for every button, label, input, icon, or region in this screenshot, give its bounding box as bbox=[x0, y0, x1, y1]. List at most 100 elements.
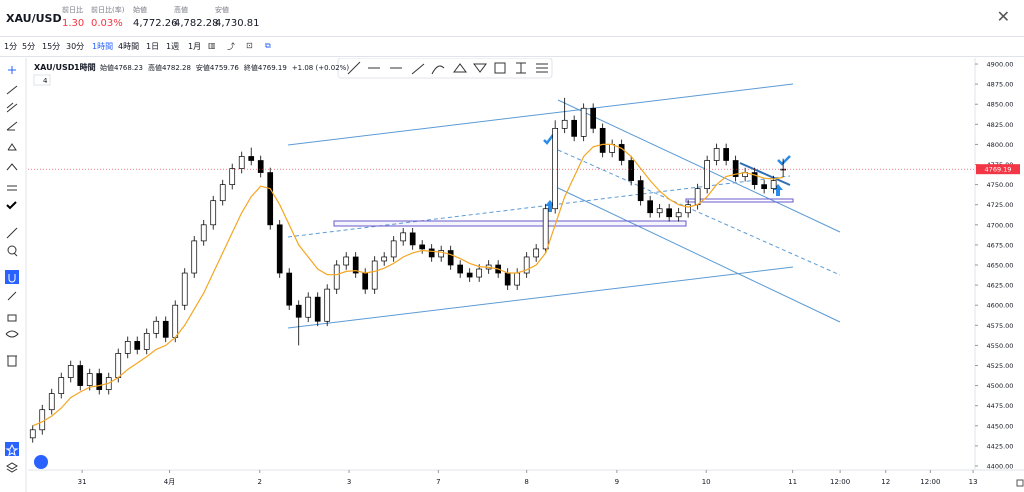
candle-body bbox=[390, 240, 397, 258]
candle-body bbox=[552, 127, 559, 210]
candle-body bbox=[419, 244, 426, 250]
candle-body bbox=[29, 429, 36, 439]
candle-body bbox=[124, 341, 131, 354]
x-tick-label: 13 bbox=[969, 478, 978, 486]
candle-body bbox=[723, 148, 729, 161]
candle-body bbox=[704, 160, 710, 189]
candle-body bbox=[533, 248, 540, 258]
last-price-tag bbox=[976, 164, 1020, 175]
drawing-tools[interactable] bbox=[347, 61, 548, 75]
y-tick-label: 4650.00 bbox=[987, 262, 1014, 270]
stat-label: 前日比(率) bbox=[91, 6, 125, 14]
timeframe[interactable]: 5分 bbox=[22, 42, 36, 51]
x-tick-label: 9 bbox=[615, 478, 619, 486]
stat: 高値 4,782.28 bbox=[174, 5, 219, 29]
chart-tool: ▥ bbox=[208, 41, 216, 50]
candle-body bbox=[229, 168, 236, 185]
legend-item: 終値4769.19 bbox=[244, 63, 287, 72]
chart-tool: ⊡ bbox=[246, 41, 253, 50]
candle-body bbox=[134, 341, 141, 350]
last-price-label: 4769.19 bbox=[985, 166, 1012, 174]
candle-body bbox=[314, 296, 321, 322]
trendlines[interactable] bbox=[287, 83, 841, 329]
candle-body bbox=[362, 272, 369, 290]
chart: XAU/USD 1時間 4 始値4768.23 高値4782.28 安値4759.7… bbox=[0, 58, 1024, 492]
timeframe[interactable]: 1時間 bbox=[92, 42, 114, 51]
header: XAU/USD 前日比 1.30 前日比(率) 0.03% 始値 4,772.26 高値 4,… bbox=[0, 0, 1024, 37]
candle-body bbox=[571, 119, 578, 137]
candle-body bbox=[685, 204, 691, 214]
candle-body bbox=[248, 156, 255, 161]
stat-value: 1.30 bbox=[62, 18, 85, 29]
stat-value: 4,730.81 bbox=[215, 18, 260, 29]
y-tick-label: 4525.00 bbox=[987, 362, 1014, 370]
candle-body bbox=[67, 365, 74, 378]
timeframe[interactable]: 15分 bbox=[42, 42, 61, 51]
stat: 安値 4,730.81 bbox=[215, 5, 260, 29]
candle-body bbox=[561, 119, 568, 129]
x-tick-label: 8 bbox=[524, 478, 528, 486]
candle-body bbox=[238, 156, 245, 169]
legend-item: +1.08 (+0.02%) bbox=[292, 64, 350, 72]
stat-label: 始値 bbox=[133, 6, 147, 14]
candle-body bbox=[438, 250, 445, 258]
timeframe[interactable]: 1分 bbox=[4, 42, 18, 51]
candle-body bbox=[58, 377, 65, 394]
x-tick-label: 12:00 bbox=[920, 478, 940, 486]
timeframe[interactable]: 1月 bbox=[188, 42, 202, 51]
candle-body bbox=[286, 272, 293, 306]
candle-body bbox=[542, 208, 549, 250]
timeframe[interactable]: 4時間 bbox=[118, 42, 140, 51]
candle-body bbox=[305, 296, 312, 318]
legend-interval: 1時間 bbox=[74, 62, 96, 72]
candle-body bbox=[732, 160, 739, 177]
symbol[interactable]: XAU/USD bbox=[6, 12, 62, 25]
candle-body bbox=[694, 188, 701, 206]
y-tick-label: 4600.00 bbox=[987, 302, 1014, 310]
candle-body bbox=[409, 232, 416, 246]
stat: 前日比 1.30 bbox=[62, 5, 84, 29]
candle-body bbox=[48, 393, 55, 411]
candle-body bbox=[656, 208, 663, 214]
candle-body bbox=[200, 224, 207, 242]
candle-body bbox=[267, 172, 274, 226]
y-tick-label: 4850.00 bbox=[987, 101, 1014, 109]
y-tick-label: 4500.00 bbox=[987, 382, 1014, 390]
x-tick-label: 11 bbox=[788, 478, 797, 486]
close-button[interactable]: ✕ bbox=[996, 7, 1010, 26]
x-tick-label: 2 bbox=[258, 478, 262, 486]
stat-label: 前日比 bbox=[62, 6, 83, 14]
y-tick-label: 4550.00 bbox=[987, 342, 1014, 350]
candle-body bbox=[77, 365, 84, 386]
candle-body bbox=[504, 272, 511, 286]
candle-body bbox=[751, 172, 758, 185]
candle-body bbox=[96, 373, 103, 390]
settings[interactable] bbox=[1016, 479, 1024, 487]
candle-body bbox=[666, 208, 672, 218]
timeframe[interactable]: 30分 bbox=[66, 42, 85, 51]
x-tick-label: 3 bbox=[347, 478, 351, 486]
badge[interactable] bbox=[33, 74, 51, 86]
stat-label: 高値 bbox=[174, 6, 188, 14]
chart-tool: ⤴ bbox=[227, 42, 235, 51]
candle-body bbox=[428, 248, 435, 258]
y-tick-label: 4875.00 bbox=[987, 81, 1014, 89]
timeframe[interactable]: 1日 bbox=[146, 42, 160, 51]
candle-body bbox=[447, 250, 454, 266]
candle-body bbox=[324, 288, 331, 322]
logo[interactable] bbox=[34, 455, 48, 469]
x-tick-label: 7 bbox=[436, 478, 440, 486]
candle-body bbox=[457, 264, 464, 274]
candle-body bbox=[172, 304, 179, 338]
candle-body bbox=[780, 168, 786, 171]
candle-body bbox=[39, 409, 46, 431]
y-tick-label: 4700.00 bbox=[987, 221, 1014, 229]
y-tick-label: 4475.00 bbox=[987, 402, 1014, 410]
stat: 始値 4,772.26 bbox=[133, 5, 178, 29]
candle-body bbox=[162, 320, 169, 338]
tool-icons[interactable] bbox=[5, 66, 19, 473]
timeframe[interactable]: 1週 bbox=[166, 42, 180, 51]
stat-value: 0.03% bbox=[91, 18, 123, 29]
legend-item: 高値4782.28 bbox=[148, 63, 191, 72]
y-tick-label: 4425.00 bbox=[987, 442, 1014, 450]
